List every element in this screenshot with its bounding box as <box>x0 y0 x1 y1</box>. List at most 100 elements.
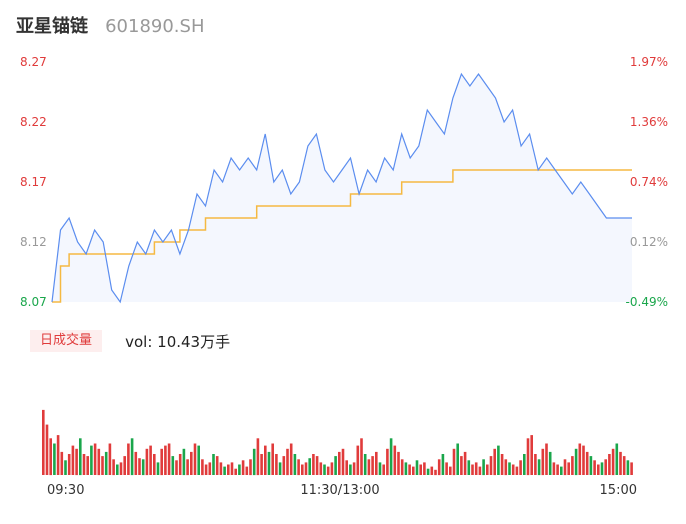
volume-bar <box>334 456 337 475</box>
volume-bar <box>56 435 60 475</box>
volume-bar <box>49 438 52 476</box>
volume-bar <box>363 454 367 475</box>
volume-bar <box>371 456 374 475</box>
volume-bar <box>493 448 496 476</box>
volume-bar <box>323 464 326 475</box>
volume-bar <box>319 462 323 475</box>
volume-bar <box>190 451 193 475</box>
volume-bar <box>386 448 389 476</box>
volume-bar <box>534 454 537 475</box>
volume-bar <box>375 451 378 475</box>
volume-bar <box>449 466 452 475</box>
volume-bar <box>408 464 411 475</box>
volume-bar <box>330 462 334 475</box>
volume-bar <box>308 458 311 475</box>
volume-value: vol: 10.43万手 <box>125 332 231 351</box>
volume-bar <box>60 451 64 475</box>
volume-bar <box>53 443 56 475</box>
volume-bar <box>526 438 530 476</box>
volume-bar <box>412 466 415 475</box>
volume-bar <box>486 464 489 475</box>
volume-badge[interactable]: 日成交量 <box>30 330 103 352</box>
volume-bar <box>571 456 574 475</box>
volume-bar <box>563 459 567 476</box>
volume-bar <box>556 464 559 475</box>
volume-bar <box>593 460 596 475</box>
percent-tick-label: 0.12% <box>630 235 668 249</box>
volume-bar <box>574 448 578 476</box>
volume-bar <box>264 445 267 475</box>
volume-bar <box>352 462 356 475</box>
volume-bar <box>141 459 145 476</box>
volume-bar <box>582 445 585 475</box>
volume-bar <box>278 462 282 475</box>
volume-bar <box>508 462 511 475</box>
volume-bar <box>511 464 515 475</box>
percent-tick-label: 1.36% <box>630 115 668 129</box>
volume-bar <box>434 469 437 476</box>
volume-bar <box>127 443 130 475</box>
volume-bar <box>349 464 352 475</box>
volume-bar <box>552 462 556 475</box>
volume-bar <box>560 466 563 475</box>
volume-bar <box>245 466 249 475</box>
volume-bar <box>197 445 200 475</box>
volume-bar <box>463 451 467 475</box>
volume-bar <box>545 443 548 475</box>
volume-bar <box>519 460 522 475</box>
volume-bar <box>497 445 500 475</box>
time-axis-label: 11:30/13:00 <box>300 483 379 498</box>
stock-name: 亚星锚链 <box>16 16 88 37</box>
volume-bar <box>567 462 570 475</box>
volume-bar <box>223 466 226 475</box>
time-axis-label: 09:30 <box>47 483 84 498</box>
volume-bar <box>437 459 441 476</box>
volume-bar <box>282 456 286 475</box>
volume-bar <box>604 459 607 476</box>
volume-bar <box>112 459 115 476</box>
volume-bar <box>108 443 112 475</box>
volume-bar <box>79 438 82 476</box>
volume-bar <box>312 454 315 475</box>
volume-bar <box>585 451 589 475</box>
volume-bar <box>90 445 93 475</box>
volume-bar <box>241 460 245 475</box>
volume-bar <box>356 445 360 475</box>
volume-bar <box>156 462 160 475</box>
volume-bar <box>238 464 241 475</box>
volume-bar <box>104 451 108 475</box>
price-tick-label: 8.17 <box>20 175 47 189</box>
volume-bar <box>286 448 289 476</box>
volume-bar <box>160 448 163 476</box>
volume-bar <box>153 454 156 475</box>
volume-bar <box>293 454 297 475</box>
volume-bar <box>460 456 463 475</box>
volume-bar <box>600 462 604 475</box>
volume-bar <box>467 460 471 475</box>
volume-bar <box>622 456 626 475</box>
volume-bar <box>182 448 186 476</box>
volume-bar <box>204 464 208 475</box>
volume-bar <box>138 458 141 475</box>
volume-bar <box>471 464 474 475</box>
volume-bar <box>64 460 67 475</box>
volume-bar <box>500 454 504 475</box>
percent-tick-label: 1.97% <box>630 55 668 69</box>
volume-bar <box>378 462 382 475</box>
volume-bar <box>611 448 615 476</box>
volume-bar <box>548 451 552 475</box>
volume-bar <box>597 464 600 475</box>
volume-bar <box>404 462 408 475</box>
volume-bar <box>267 451 271 475</box>
volume-bar <box>42 409 45 475</box>
volume-header: 日成交量 vol: 10.43万手 <box>30 330 230 354</box>
volume-bar <box>123 456 126 475</box>
volume-bar <box>249 459 252 476</box>
volume-bar <box>341 448 345 476</box>
volume-bar <box>608 454 611 475</box>
volume-bar <box>45 424 49 475</box>
volume-bar <box>315 456 319 475</box>
volume-bar <box>389 438 393 476</box>
volume-bar <box>419 464 422 475</box>
